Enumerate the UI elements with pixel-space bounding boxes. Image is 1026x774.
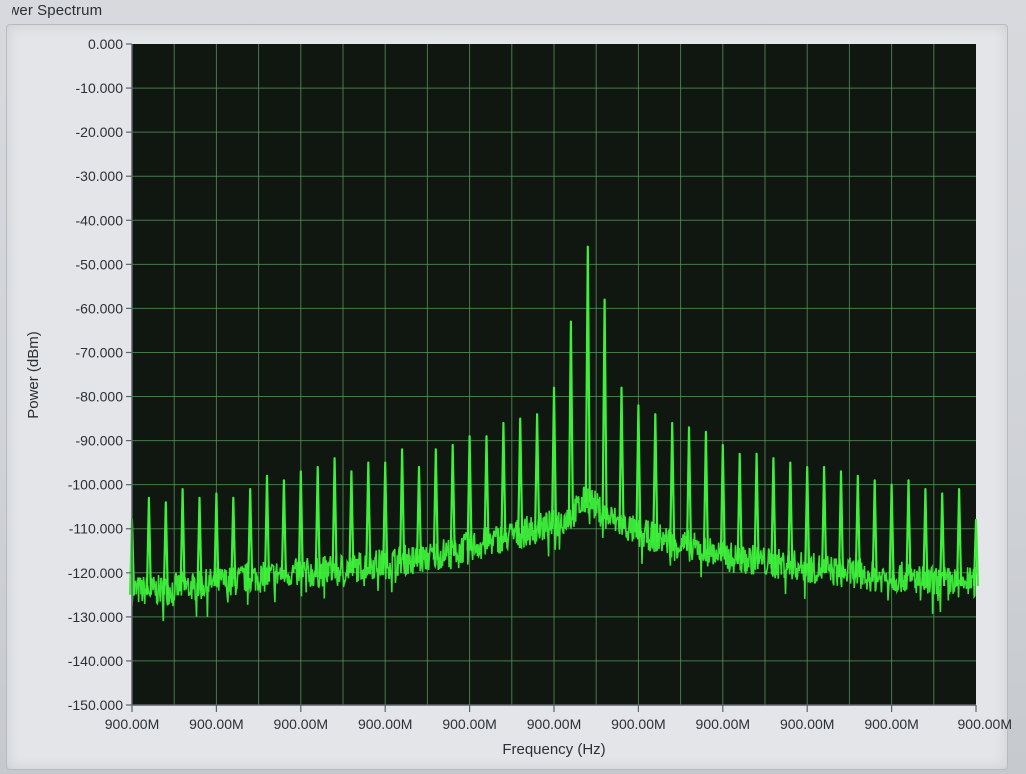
- y-tick-label: -90.000: [76, 433, 124, 449]
- y-tick-label: -30.000: [76, 168, 124, 184]
- noise-floor-trace: [131, 486, 977, 622]
- spectral-peak: [685, 426, 693, 551]
- spectral-peak: [331, 457, 338, 573]
- y-tick-label: -80.000: [76, 389, 124, 405]
- spectral-peak: [804, 465, 811, 573]
- y-tick-label: -70.000: [76, 344, 124, 360]
- spectral-peak: [736, 452, 743, 565]
- spectral-peak: [517, 417, 524, 538]
- spectral-peak: [162, 501, 169, 595]
- spectral-peak: [939, 492, 946, 587]
- y-tick-label: -120.000: [68, 565, 123, 581]
- y-tick-label: -40.000: [76, 212, 124, 228]
- spectral-peak: [567, 320, 574, 520]
- spectral-peak: [466, 435, 473, 551]
- spectral-peak: [415, 465, 423, 565]
- spectral-peak: [922, 488, 929, 587]
- spectral-peak: [787, 461, 794, 569]
- spectral-peak: [399, 448, 406, 565]
- x-tick-label: 900.00M: [105, 716, 159, 732]
- spectral-peak: [770, 457, 777, 569]
- spectral-peak: [618, 386, 625, 529]
- spectral-peak: [145, 496, 152, 595]
- spectral-peak: [871, 479, 878, 582]
- spectral-peak: [348, 470, 355, 573]
- spectral-peak: [483, 435, 490, 547]
- y-tick-label: -150.000: [68, 697, 123, 713]
- x-tick-label: 900.00M: [611, 716, 665, 732]
- x-axis-title: Frequency (Hz): [502, 741, 605, 758]
- spectral-peak: [432, 448, 439, 560]
- x-tick-label: 900.00M: [864, 716, 918, 732]
- x-tick-label: 900.00M: [358, 716, 412, 732]
- spectral-peak: [550, 386, 558, 529]
- y-tick-label: -140.000: [68, 653, 123, 669]
- spectral-peak: [297, 470, 304, 578]
- x-tick-label: 900.00M: [780, 716, 834, 732]
- spectral-peak: [449, 443, 456, 556]
- spectral-peak: [534, 413, 541, 534]
- spectral-peak: [972, 518, 980, 587]
- y-tick-label: -10.000: [76, 80, 124, 96]
- spectral-peak: [702, 430, 709, 556]
- spectral-peak: [837, 470, 845, 578]
- x-tick-label: 900.00M: [274, 716, 328, 732]
- spectral-peak: [365, 461, 372, 569]
- spectral-peak: [635, 404, 642, 538]
- y-tick-label: -60.000: [76, 300, 124, 316]
- y-tick-label: -20.000: [76, 124, 124, 140]
- y-axis-title: Power (dBm): [25, 331, 42, 419]
- spectral-peak: [669, 421, 676, 547]
- y-tick-label: -100.000: [68, 477, 123, 493]
- spectral-peak: [196, 496, 203, 591]
- y-tick-label: -130.000: [68, 609, 123, 625]
- spectral-peak: [719, 443, 726, 560]
- x-tick-label: 900.00M: [696, 716, 750, 732]
- spectral-peak: [821, 465, 828, 573]
- spectral-peak: [500, 421, 507, 543]
- spectral-peak: [652, 413, 659, 543]
- spectral-peak: [854, 474, 861, 578]
- spectral-peak: [213, 492, 220, 587]
- spectral-peak: [905, 479, 912, 582]
- spectral-peak: [280, 479, 287, 578]
- y-tick-label: -50.000: [76, 256, 124, 272]
- spectral-peak: [247, 488, 254, 582]
- spectral-peak: [601, 298, 608, 520]
- x-tick-label: 900.00M: [958, 716, 1012, 732]
- panel-title: ower Spectrum: [0, 2, 103, 19]
- spectral-peak: [888, 483, 895, 582]
- spectral-peak: [956, 488, 963, 587]
- x-tick-label: 900.00M: [527, 716, 581, 732]
- y-tick-label: -110.000: [69, 521, 123, 537]
- spectral-peak: [753, 452, 760, 565]
- spectral-peak: [263, 474, 271, 582]
- x-tick-label: 900.00M: [442, 716, 496, 732]
- spectral-peak: [584, 245, 591, 503]
- x-tick-label: 900.00M: [189, 716, 243, 732]
- spectral-peak: [382, 461, 389, 569]
- y-tick-label: 0.000: [88, 36, 123, 52]
- spectral-peak: [314, 465, 321, 578]
- spectral-peak: [179, 488, 186, 591]
- spectral-peak: [230, 496, 237, 587]
